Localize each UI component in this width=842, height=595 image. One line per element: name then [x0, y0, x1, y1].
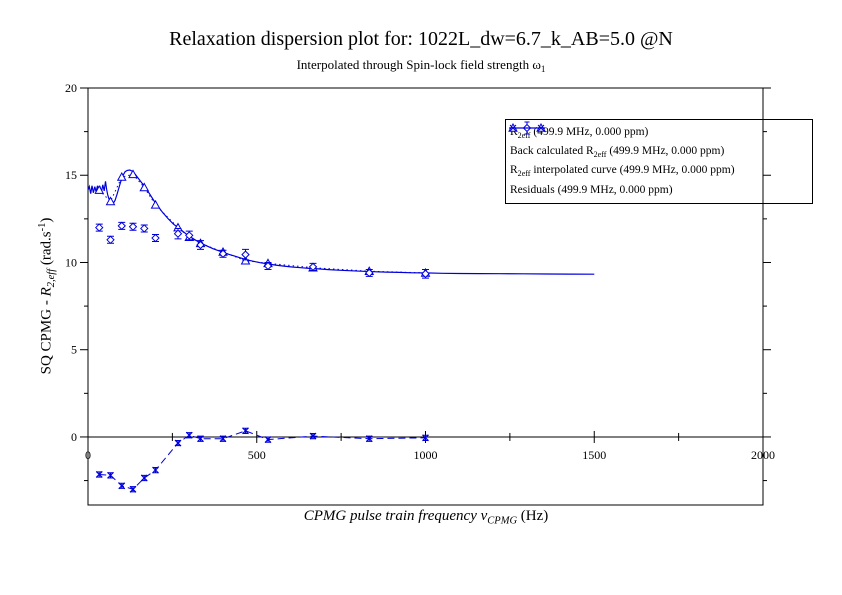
diamond-marker: [218, 249, 228, 258]
y-axis-label-seg-5: ): [38, 217, 55, 223]
x-marker: [174, 439, 182, 447]
triangle-marker: [139, 182, 150, 192]
diamond-marker: [106, 235, 115, 245]
x-axis-label-seg-3: (Hz): [517, 508, 549, 524]
triangle-marker: [105, 196, 116, 206]
triangle-marker: [150, 199, 161, 209]
legend-label-2-seg-2: interpolated curve (499.9 MHz, 0.000 ppm…: [530, 164, 735, 177]
x-marker: [197, 435, 204, 443]
legend-item-0: R2eff (499.9 MHz, 0.000 ppm): [510, 121, 808, 142]
y-tick-label: 10: [65, 255, 77, 269]
diamond-marker: [128, 222, 138, 231]
y-axis-label: SQ CPMG - R2,eff (rad.s-1): [37, 218, 57, 375]
legend-label-3-seg-0: Residuals (499.9 MHz, 0.000 ppm): [510, 184, 673, 197]
series-r2eff-measured: [95, 221, 430, 279]
legend-label-2-seg-1: 2eff: [517, 169, 531, 179]
x-marker: [140, 474, 148, 482]
diamond-marker: [365, 268, 374, 278]
legend-label-1-seg-2: (499.9 MHz, 0.000 ppm): [606, 144, 725, 157]
legend-label-3: Residuals (499.9 MHz, 0.000 ppm): [510, 184, 673, 196]
x-marker: [365, 435, 373, 443]
diamond-marker: [95, 223, 104, 232]
triangle-marker: [116, 171, 127, 181]
x-marker: [309, 432, 317, 440]
legend-label-2-seg-0: R: [510, 164, 518, 177]
plot-subtitle: Interpolated through Spin-lock field str…: [0, 57, 842, 74]
x-marker: [509, 124, 517, 132]
diamond-marker: [196, 240, 205, 250]
x-axis-label-seg-2: CPMG: [487, 515, 518, 527]
y-tick-label: 0: [71, 430, 77, 444]
x-marker: [152, 466, 159, 474]
y-axis-label-seg-4: -1: [36, 222, 48, 232]
legend-label-1-seg-0: Back calculated R: [510, 144, 594, 157]
series-residuals: [95, 427, 429, 493]
x-tick-label: 1500: [582, 448, 606, 462]
legend-label-1: Back calculated R2eff (499.9 MHz, 0.000 …: [510, 145, 724, 159]
x-axis-label-seg-0: CPMG pulse train frequency: [303, 508, 481, 524]
y-axis-label-seg-3: (rad.s: [38, 231, 55, 269]
triangle-marker: [94, 185, 105, 194]
diamond-marker: [185, 231, 194, 240]
legend-item-3: Residuals (499.9 MHz, 0.000 ppm): [509, 124, 808, 200]
diamond-marker: [140, 224, 149, 233]
x-marker: [95, 471, 103, 478]
x-marker: [185, 431, 193, 439]
diamond-marker: [151, 233, 160, 243]
x-axis-label-seg-1: ν: [480, 508, 488, 524]
y-axis-label-seg-2: 2,eff: [46, 268, 58, 288]
x-marker: [264, 436, 272, 443]
back-calculated-line: [98, 173, 426, 274]
plot-frame: [87, 87, 764, 506]
x-marker: [219, 435, 227, 443]
legend-label-1-seg-1: 2eff: [593, 149, 607, 159]
legend-box: R2eff (499.9 MHz, 0.000 ppm)Back calcula…: [505, 119, 813, 204]
legend-label-2: R2eff interpolated curve (499.9 MHz, 0.0…: [510, 164, 735, 178]
diamond-marker: [263, 261, 273, 271]
triangle-marker: [240, 255, 251, 265]
plot-subtitle-seg-0: Interpolated through Spin-lock field str…: [296, 57, 533, 72]
x-marker: [537, 124, 545, 132]
y-tick-label: 20: [65, 81, 77, 95]
legend-item-2: R2eff interpolated curve (499.9 MHz, 0.0…: [509, 127, 808, 181]
y-axis-label-seg-0: SQ CPMG -: [38, 296, 55, 375]
plot-title: Relaxation dispersion plot for: 1022L_dw…: [169, 28, 673, 50]
x-tick-label: 2000: [751, 448, 775, 462]
x-marker: [129, 485, 137, 493]
x-marker: [242, 427, 249, 435]
x-tick-label: 0: [85, 448, 91, 462]
legend-label-0-seg-1: 2eff: [517, 130, 531, 140]
x-tick-label: 500: [248, 448, 266, 462]
x-marker: [422, 434, 429, 442]
diamond-marker: [117, 221, 126, 231]
diamond-marker: [241, 250, 250, 259]
plot-subtitle-seg-2: 1: [540, 64, 546, 75]
y-tick-label: 15: [65, 168, 77, 182]
legend-item-1: Back calculated R2eff (499.9 MHz, 0.000 …: [508, 122, 808, 161]
diamond-marker: [308, 262, 318, 272]
plot-subtitle-seg-1: ω: [532, 57, 541, 72]
x-marker: [118, 482, 126, 490]
x-axis-label: CPMG pulse train frequency νCPMG (Hz): [304, 508, 549, 527]
y-tick-label: 5: [71, 343, 77, 357]
diamond-marker: [421, 269, 430, 279]
series-back-calculated: [94, 169, 431, 277]
diamond-marker: [173, 229, 183, 238]
triangle-marker: [128, 169, 138, 179]
y-axis-label-seg-1: R: [38, 287, 55, 297]
x-tick-label: 1000: [414, 448, 438, 462]
legend-marker-x-dashed: [509, 124, 545, 132]
x-marker: [107, 471, 114, 479]
legend-label-0-seg-2: (499.9 MHz, 0.000 ppm): [530, 125, 649, 138]
